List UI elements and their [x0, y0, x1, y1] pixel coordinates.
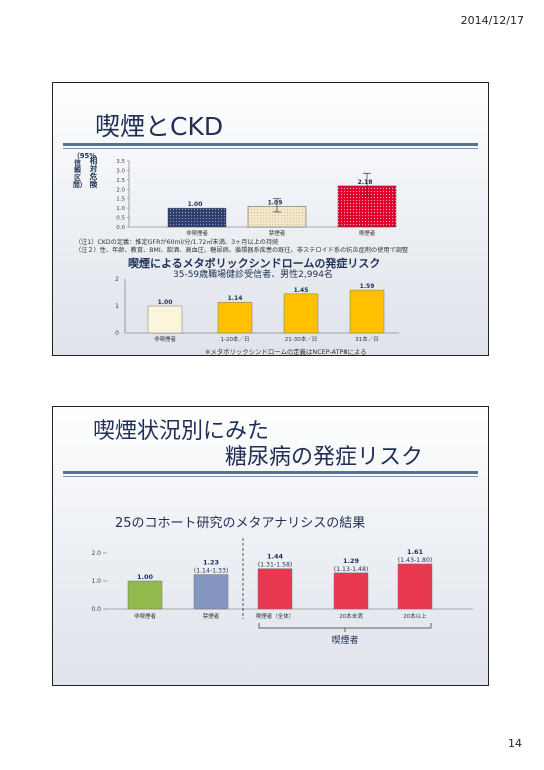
chart1-y-tick-label: 2.5: [116, 178, 125, 184]
chart2-bar: [147, 305, 183, 334]
chart3-category-label: 喫煙者（全体）: [256, 612, 295, 620]
page-date: 2014/12/17: [460, 14, 524, 27]
chart2-value-label: 1.14: [228, 295, 243, 302]
chart3-value-label: 1.23: [203, 559, 219, 567]
chart1-y-tick-label: 0.5: [116, 216, 125, 222]
chart2-category-label: 31本／日: [355, 335, 379, 343]
chart1-y-tick-label: 2.0: [116, 187, 125, 193]
chart3-ci-label: (1.14-1.33): [194, 568, 229, 575]
slide2-title-line1: 喫煙状況別にみた: [93, 419, 270, 444]
slide1-title-rule: [63, 143, 478, 146]
chart-metabolic: 0 1 2 1.00 非喫煙者 1.14 1-20本／日 1.45 21-30本／日 1.59 31…: [115, 276, 399, 343]
chart2-y-tick-label: 2: [115, 276, 119, 283]
chart2-value-label: 1.59: [360, 283, 375, 290]
chart3-ci-label: (1.31-1.58): [258, 562, 293, 569]
y-axis-label-paren: （95%信頼区間）: [73, 152, 97, 189]
chart1-category-label: 禁煙者: [269, 229, 286, 237]
chart3-bar: [127, 580, 163, 610]
slide-diabetes-risk: 喫煙状況別にみた 糖尿病の発症リスク 25のコホート研究のメタアナリシスの結果 …: [52, 406, 489, 686]
chart1-y-tick-label: 0.0: [116, 225, 125, 231]
slide2-subtitle: 25のコホート研究のメタアナリシスの結果: [115, 516, 366, 531]
chart2-category-label: 1-20本／日: [221, 335, 250, 343]
chart-ckd: 0.0 0.5 1.0 1.5 2.0 2.5 3.0 3.5 1.00 非喫煙者 1.09 禁煙者 2…: [116, 159, 397, 237]
chart3-value-label: 1.29: [343, 557, 360, 565]
chart2-value-label: 1.00: [158, 299, 173, 306]
chart3-value-label: 1.61: [407, 548, 424, 556]
chart2-value-label: 1.45: [294, 287, 309, 294]
slide1-footnote: ※メタボリックシンドロームの定義はNCEP-ATPⅢによる: [205, 348, 367, 356]
chart1-value-label: 1.09: [268, 199, 283, 206]
chart1-y-tick-label: 1.0: [116, 206, 125, 212]
slide2-title-rule: [63, 471, 478, 474]
page-number: 14: [508, 737, 522, 750]
slide2-title-rule-thin: [63, 476, 478, 477]
slide1-title: 喫煙とCKD: [95, 112, 224, 141]
chart2-bar: [217, 301, 253, 334]
chart3-category-label: 20本以上: [403, 612, 427, 620]
chart1-value-label: 2.18: [358, 179, 373, 186]
chart3-y-tick-label: 2.0: [91, 550, 101, 557]
chart3-group-bracket: [258, 623, 432, 629]
chart3-category-label: 非喫煙者: [134, 612, 157, 620]
note-1: （注1）CKDの定義：推定GFRが60ml/分/1.72㎡未満、3ヶ月以上の持続: [75, 239, 279, 246]
chart3-ci-label: (1.13-1.48): [334, 566, 369, 573]
chart2-category-label: 21-30本／日: [285, 335, 317, 343]
y-axis-label-main: 相対危険: [89, 156, 98, 189]
chart3-category-label: 禁煙者: [203, 612, 220, 620]
chart3-y-tick-label: 0.0: [91, 606, 101, 613]
chart3-bar: [333, 572, 369, 610]
chart1-y-tick-label: 1.5: [116, 197, 125, 203]
chart-diabetes: 0.01.02.01.00非喫煙者1.23(1.14-1.33)禁煙者1.44(…: [91, 537, 473, 646]
slide1-title-rule-thin: [63, 148, 478, 149]
chart1-value-label: 1.00: [188, 201, 203, 208]
chart2-category-label: 非喫煙者: [154, 335, 177, 343]
slide1-subtitle: 喫煙によるメタボリックシンドロームの発症リスク: [128, 257, 381, 270]
chart1-category-label: 非喫煙者: [186, 229, 209, 237]
chart2-bar: [283, 293, 319, 334]
chart3-category-label: 20本未満: [339, 612, 363, 620]
chart1-y-tick-label: 3.0: [116, 168, 125, 174]
chart3-value-label: 1.00: [137, 573, 154, 581]
chart1-bar: [167, 207, 227, 228]
slide-smoking-ckd: 喫煙とCKD 相対危険 （95%信頼区間） 0.0 0.5 1.0 1.5 2.0 2.5…: [52, 82, 489, 356]
slide1-subtitle2: 35-59歳職場健診受信者、男性2,994名: [173, 270, 333, 280]
chart3-ci-label: (1.43-1.80): [398, 557, 433, 564]
chart3-bar: [193, 574, 229, 610]
chart3-value-label: 1.44: [267, 553, 284, 561]
chart2-bar: [349, 289, 385, 334]
chart2-y-tick-label: 1: [115, 303, 119, 310]
chart3-bar: [257, 568, 293, 610]
chart3-bar: [397, 563, 433, 610]
chart3-y-tick-label: 1.0: [91, 578, 101, 585]
chart2-y-tick-label: 0: [115, 330, 119, 337]
chart1-category-label: 喫煙者: [359, 229, 376, 237]
chart1-y-tick-label: 3.5: [116, 159, 125, 165]
chart3-group-label: 喫煙者: [331, 634, 358, 646]
note-2: （注２）性、年齢、教育、BMI、飲酒、高血圧、糖尿病、循環器系疾患の既往、非ステ…: [75, 247, 409, 254]
slide2-title-line2: 糖尿病の発症リスク: [225, 445, 424, 470]
